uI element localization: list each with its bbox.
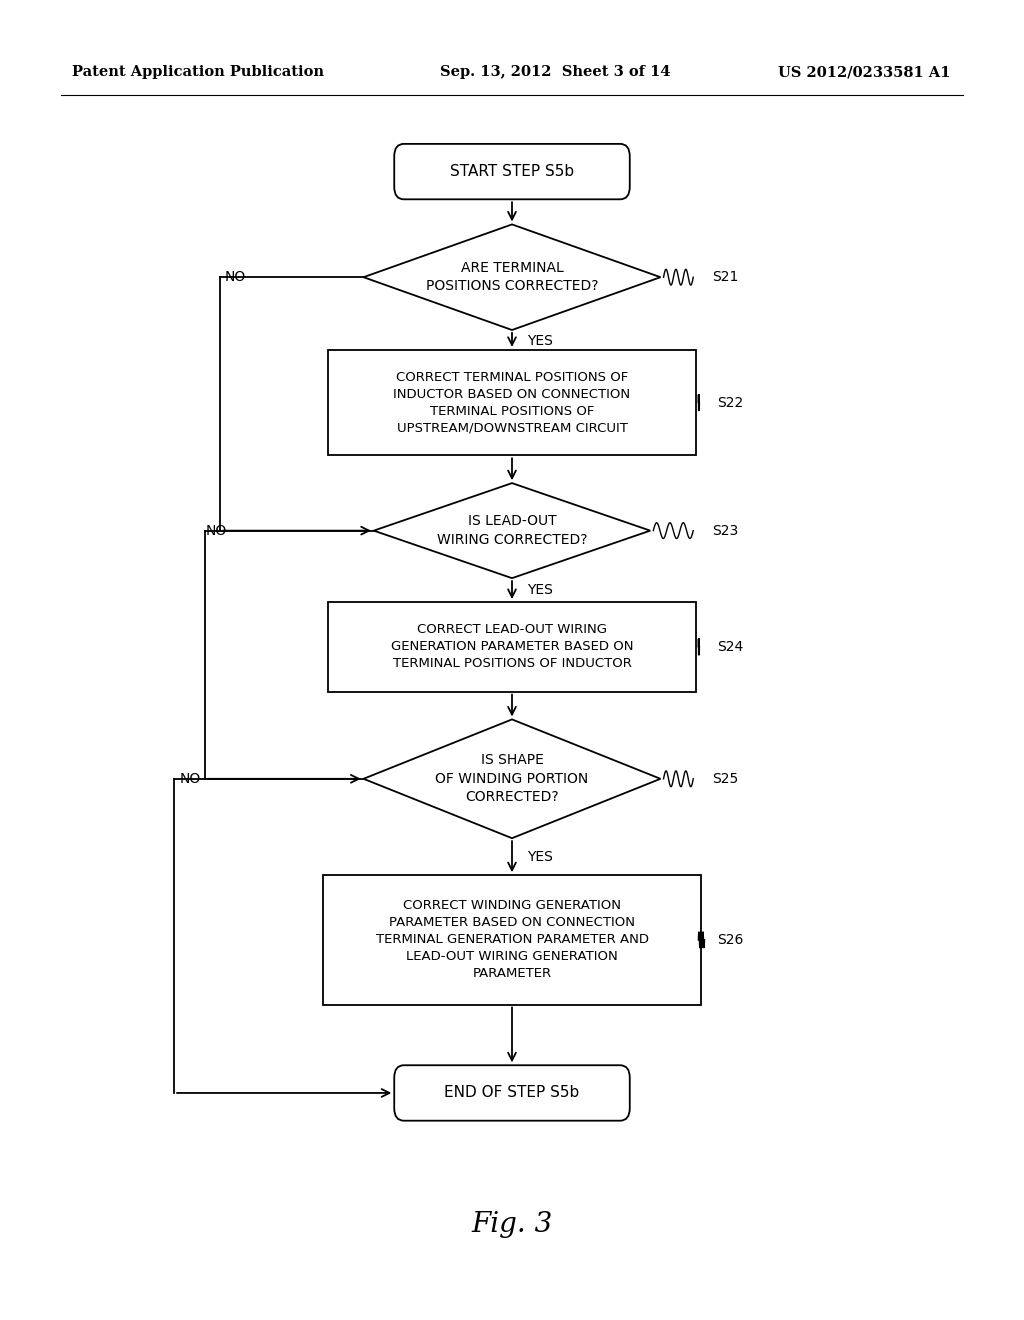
Text: ARE TERMINAL
POSITIONS CORRECTED?: ARE TERMINAL POSITIONS CORRECTED? bbox=[426, 261, 598, 293]
Polygon shape bbox=[364, 719, 660, 838]
FancyBboxPatch shape bbox=[394, 1065, 630, 1121]
Text: YES: YES bbox=[527, 334, 553, 347]
Text: S26: S26 bbox=[717, 933, 743, 946]
Text: START STEP S5b: START STEP S5b bbox=[450, 164, 574, 180]
Text: CORRECT LEAD-OUT WIRING
GENERATION PARAMETER BASED ON
TERMINAL POSITIONS OF INDU: CORRECT LEAD-OUT WIRING GENERATION PARAM… bbox=[391, 623, 633, 671]
Text: YES: YES bbox=[527, 850, 553, 863]
Text: NO: NO bbox=[179, 772, 201, 785]
Text: YES: YES bbox=[527, 583, 553, 597]
Polygon shape bbox=[364, 224, 660, 330]
Text: Sep. 13, 2012  Sheet 3 of 14: Sep. 13, 2012 Sheet 3 of 14 bbox=[440, 65, 671, 79]
Text: Patent Application Publication: Patent Application Publication bbox=[72, 65, 324, 79]
Bar bbox=[323, 875, 701, 1005]
Text: CORRECT TERMINAL POSITIONS OF
INDUCTOR BASED ON CONNECTION
TERMINAL POSITIONS OF: CORRECT TERMINAL POSITIONS OF INDUCTOR B… bbox=[393, 371, 631, 434]
Text: IS SHAPE
OF WINDING PORTION
CORRECTED?: IS SHAPE OF WINDING PORTION CORRECTED? bbox=[435, 754, 589, 804]
Text: IS LEAD-OUT
WIRING CORRECTED?: IS LEAD-OUT WIRING CORRECTED? bbox=[437, 515, 587, 546]
Text: END OF STEP S5b: END OF STEP S5b bbox=[444, 1085, 580, 1101]
Text: NO: NO bbox=[224, 271, 246, 284]
Text: US 2012/0233581 A1: US 2012/0233581 A1 bbox=[778, 65, 950, 79]
Polygon shape bbox=[374, 483, 650, 578]
Bar bbox=[328, 350, 696, 455]
Text: S25: S25 bbox=[712, 772, 738, 785]
FancyBboxPatch shape bbox=[394, 144, 630, 199]
Bar bbox=[328, 602, 696, 692]
Text: S24: S24 bbox=[717, 640, 743, 653]
Text: Fig. 3: Fig. 3 bbox=[471, 1212, 553, 1238]
Text: S22: S22 bbox=[717, 396, 743, 409]
Text: S23: S23 bbox=[712, 524, 738, 537]
Text: NO: NO bbox=[206, 524, 227, 537]
Text: CORRECT WINDING GENERATION
PARAMETER BASED ON CONNECTION
TERMINAL GENERATION PAR: CORRECT WINDING GENERATION PARAMETER BAS… bbox=[376, 899, 648, 981]
Text: S21: S21 bbox=[712, 271, 738, 284]
